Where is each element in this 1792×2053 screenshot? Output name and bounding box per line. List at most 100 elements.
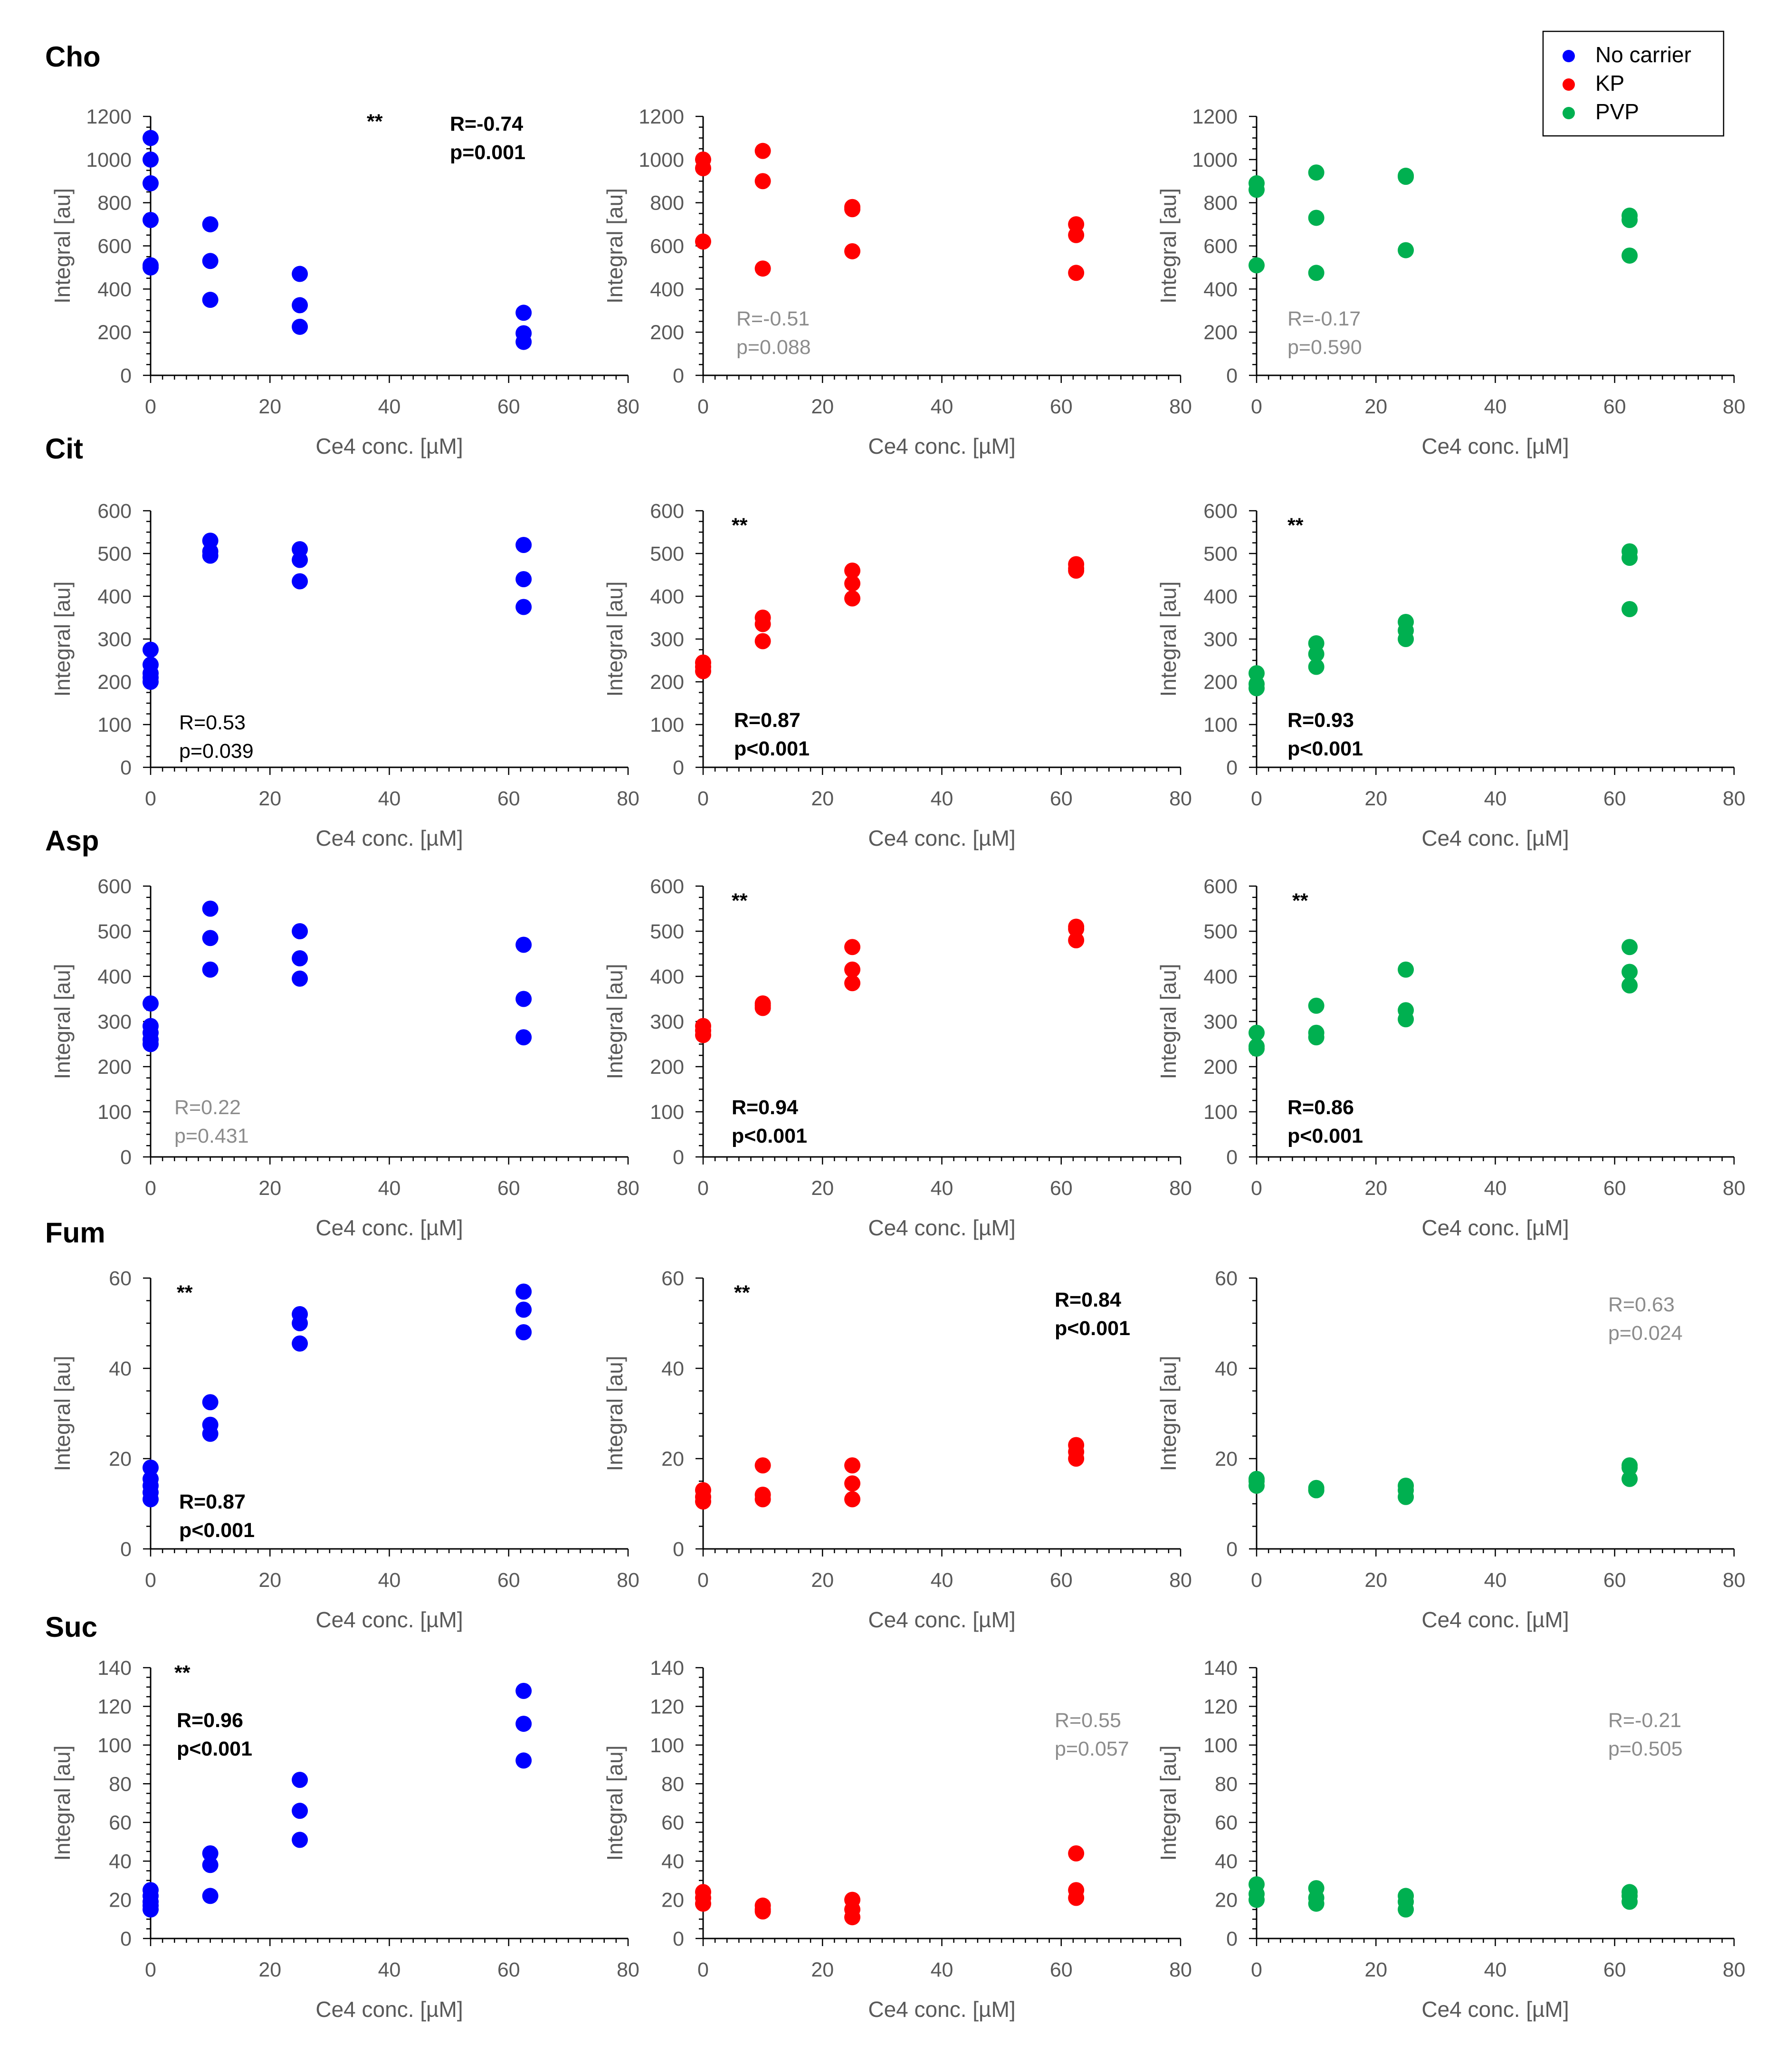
y-tick-label: 500: [97, 543, 132, 565]
y-tick-label: 1000: [639, 149, 684, 172]
data-point: [754, 633, 771, 649]
data-point: [1068, 227, 1085, 243]
x-tick-label: 20: [811, 395, 834, 418]
x-axis-title: Ce4 conc. [µM]: [315, 1215, 463, 1240]
data-point: [143, 1901, 159, 1918]
data-point: [292, 1335, 308, 1352]
y-tick-label: 600: [97, 875, 132, 898]
data-point: [515, 334, 532, 350]
y-tick-label: 100: [1203, 1734, 1238, 1757]
y-tick-label: 400: [650, 965, 684, 988]
scatter-panel: Asp 0 20 40 60 80 0 100 200 300 400 500 600 Ce4 conc.…: [45, 825, 639, 1240]
x-axis-title: Ce4 conc. [µM]: [315, 826, 463, 850]
y-tick-label: 500: [650, 543, 684, 565]
data-point: [515, 1283, 532, 1300]
data-point: [1398, 169, 1414, 185]
x-tick-label: 40: [1484, 1177, 1507, 1200]
row-title: Cit: [45, 433, 83, 465]
data-point: [844, 243, 861, 259]
y-tick-label: 300: [1203, 1011, 1238, 1033]
correlation-r-label: R=0.87: [179, 1490, 246, 1513]
data-point: [1249, 1478, 1265, 1494]
y-tick-label: 600: [1203, 235, 1238, 258]
data-point: [1398, 961, 1414, 978]
data-point: [143, 1491, 159, 1508]
y-tick-label: 60: [661, 1267, 684, 1290]
y-tick-label: 20: [661, 1889, 684, 1912]
y-tick-label: 40: [109, 1357, 132, 1380]
correlation-r-label: R=0.94: [732, 1096, 798, 1119]
data-point: [1068, 1451, 1085, 1467]
y-tick-label: 40: [1215, 1357, 1238, 1380]
x-tick-label: 60: [497, 1569, 520, 1592]
data-point: [844, 961, 861, 978]
y-tick-label: 60: [109, 1812, 132, 1834]
legend: No carrier KP PVP: [1542, 30, 1725, 137]
data-point: [515, 599, 532, 615]
y-tick-label: 200: [1203, 321, 1238, 344]
data-point: [143, 130, 159, 146]
x-tick-label: 20: [1364, 787, 1387, 810]
p-value-label: p=0.057: [1055, 1738, 1129, 1760]
y-tick-label: 300: [650, 1011, 684, 1033]
x-tick-label: 60: [1603, 787, 1626, 810]
x-tick-label: 20: [811, 787, 834, 810]
y-tick-label: 80: [661, 1773, 684, 1795]
row-title: Asp: [45, 825, 99, 857]
legend-label-pvp: PVP: [1595, 99, 1639, 124]
data-point: [1621, 1460, 1638, 1476]
correlation-r-label: R=-0.74: [450, 113, 523, 135]
correlation-r-label: R=0.53: [179, 711, 246, 734]
x-axis-title: Ce4 conc. [µM]: [1421, 1215, 1569, 1240]
x-tick-label: 80: [1169, 1569, 1192, 1592]
y-tick-label: 120: [650, 1695, 684, 1718]
row-title: Suc: [45, 1611, 97, 1643]
data-point: [515, 1752, 532, 1769]
x-tick-label: 60: [497, 1958, 520, 1981]
x-tick-label: 0: [697, 1958, 709, 1981]
data-point: [515, 571, 532, 587]
x-tick-label: 0: [697, 1569, 709, 1592]
data-point: [515, 305, 532, 321]
scatter-panel: Cit 0 20 40 60 80 0 100 200 300 400 500 600 Ce4 conc.…: [45, 433, 639, 850]
x-tick-label: 0: [145, 1958, 156, 1981]
x-axis-title: Ce4 conc. [µM]: [1421, 434, 1569, 458]
data-point: [1398, 1489, 1414, 1505]
y-tick-label: 80: [1215, 1773, 1238, 1795]
data-point: [292, 552, 308, 568]
y-tick-label: 500: [97, 920, 132, 943]
correlation-r-label: R=0.22: [174, 1096, 241, 1119]
y-tick-label: 200: [650, 671, 684, 694]
data-point: [515, 537, 532, 553]
x-tick-label: 80: [1169, 395, 1192, 418]
x-tick-label: 40: [931, 395, 953, 418]
data-point: [202, 961, 219, 978]
x-axis-title: Ce4 conc. [µM]: [868, 826, 1015, 850]
p-value-label: p<0.001: [1287, 1125, 1363, 1147]
y-tick-label: 200: [1203, 671, 1238, 694]
y-tick-label: 1200: [1192, 105, 1238, 128]
significance-stars: **: [732, 514, 748, 537]
x-tick-label: 80: [617, 1569, 639, 1592]
scatter-panel: 0 20 40 60 80 0 100 200 300 400 500 600 Ce4 conc. [µ…: [602, 875, 1192, 1240]
data-point: [695, 233, 711, 250]
data-point: [292, 297, 308, 314]
x-tick-label: 80: [617, 1958, 639, 1981]
data-point: [1398, 631, 1414, 647]
y-tick-label: 600: [1203, 500, 1238, 523]
data-point: [1621, 212, 1638, 228]
x-axis-title: Ce4 conc. [µM]: [315, 1607, 463, 1632]
x-axis-title: Ce4 conc. [µM]: [868, 1997, 1015, 2022]
y-tick-label: 40: [661, 1357, 684, 1380]
y-tick-label: 40: [1215, 1850, 1238, 1873]
y-tick-label: 500: [1203, 920, 1238, 943]
y-tick-label: 0: [1226, 1538, 1238, 1561]
data-point: [754, 1903, 771, 1919]
x-tick-label: 0: [697, 1177, 709, 1200]
data-point: [1308, 997, 1325, 1014]
y-tick-label: 100: [650, 1101, 684, 1124]
y-tick-label: 1200: [86, 105, 132, 128]
y-axis-title: Integral [au]: [602, 582, 627, 697]
y-axis-title: Integral [au]: [50, 188, 75, 304]
y-tick-label: 400: [1203, 585, 1238, 608]
